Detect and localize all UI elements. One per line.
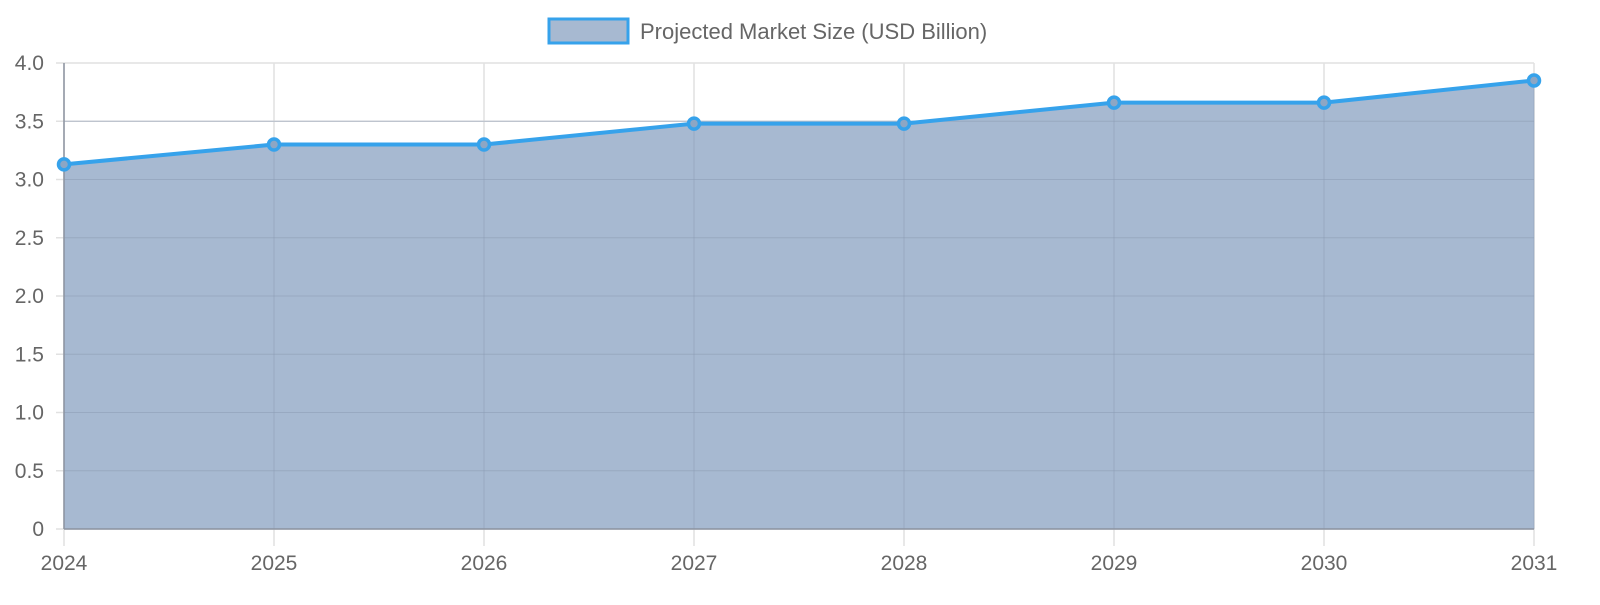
y-tick-label: 1.5 [15,343,44,366]
data-point[interactable] [1526,73,1542,88]
data-point[interactable] [266,137,282,152]
data-point[interactable] [1106,95,1122,110]
x-tick-label: 2024 [41,552,88,575]
data-point[interactable] [686,116,702,131]
data-point[interactable] [56,157,72,172]
data-point[interactable] [896,116,912,131]
y-tick-label: 3.0 [15,169,44,192]
y-tick-label: 4.0 [15,52,44,75]
y-tick-label: 0 [32,518,44,541]
y-tick-label: 0.5 [15,460,44,483]
data-point[interactable] [476,137,492,152]
y-tick-label: 2.5 [15,227,44,250]
x-tick-label: 2029 [1091,552,1138,575]
x-tick-label: 2026 [461,552,508,575]
x-tick-label: 2028 [881,552,928,575]
area-fill [64,80,1534,529]
y-tick-label: 1.0 [15,402,44,425]
data-area [63,78,1535,530]
legend-label[interactable]: Projected Market Size (USD Billion) [640,19,987,44]
legend-swatch-icon[interactable] [547,17,630,45]
y-tick-label: 2.0 [15,285,44,308]
y-tick-label: 3.5 [15,110,44,133]
x-tick-label: 2027 [671,552,718,575]
data-points [56,73,1542,172]
x-tick-label: 2031 [1511,552,1558,575]
legend[interactable]: Projected Market Size (USD Billion) [547,17,987,45]
x-tick-label: 2030 [1301,552,1348,575]
data-point[interactable] [1316,95,1332,110]
axes: 0 0.5 1.0 1.5 2.0 2.5 3.0 3.5 4.0 2024 2025 2026 202… [15,52,1558,575]
series-line [63,78,1535,167]
x-tick-label: 2025 [251,552,298,575]
